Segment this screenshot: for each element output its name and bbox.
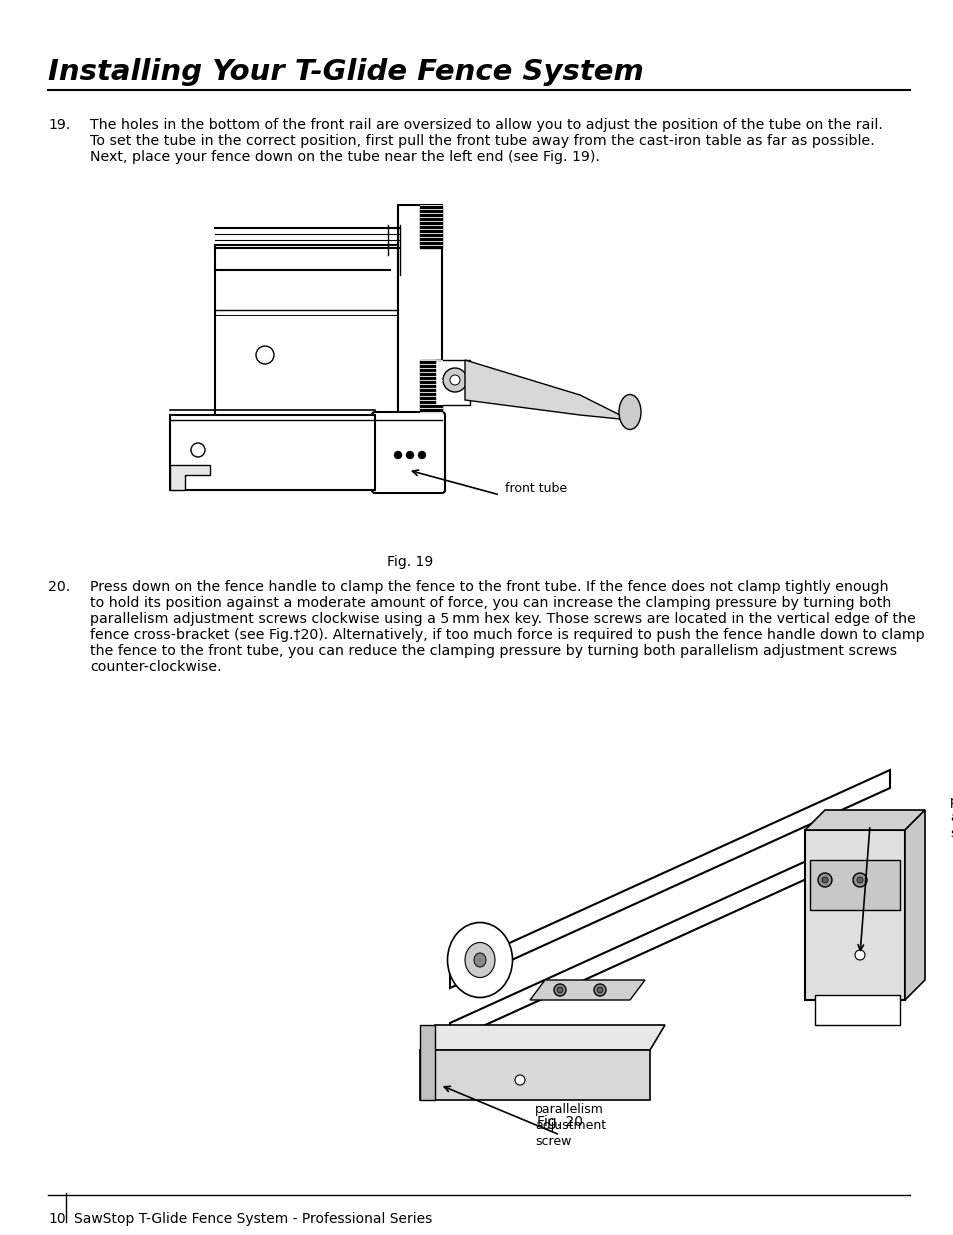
Circle shape — [395, 452, 401, 458]
Circle shape — [856, 877, 862, 883]
Circle shape — [594, 984, 605, 995]
Circle shape — [854, 950, 864, 960]
Text: 20.: 20. — [48, 580, 71, 594]
Polygon shape — [809, 860, 899, 910]
Circle shape — [597, 987, 602, 993]
Polygon shape — [450, 769, 889, 988]
Text: To set the tube in the correct position, first pull the front tube away from the: To set the tube in the correct position,… — [90, 135, 874, 148]
Text: fence cross-bracket (see Fig.†20). Alternatively, if too much force is required : fence cross-bracket (see Fig.†20). Alter… — [90, 629, 923, 642]
Text: SawStop T-Glide Fence System - Professional Series: SawStop T-Glide Fence System - Professio… — [74, 1212, 432, 1226]
Circle shape — [450, 375, 459, 385]
Text: counter-clockwise.: counter-clockwise. — [90, 659, 221, 674]
Text: 10: 10 — [48, 1212, 66, 1226]
Polygon shape — [419, 1025, 664, 1050]
Circle shape — [442, 368, 467, 391]
Polygon shape — [419, 1025, 435, 1100]
Ellipse shape — [618, 394, 640, 430]
Text: Press down on the fence handle to clamp the fence to the front tube. If the fenc: Press down on the fence handle to clamp … — [90, 580, 887, 594]
Text: Next, place your fence down on the tube near the left end (see Fig. 19).: Next, place your fence down on the tube … — [90, 149, 599, 164]
Bar — [214, 245, 397, 430]
Bar — [419, 359, 441, 415]
Bar — [419, 205, 441, 248]
Text: parallelism
adjustment
screw: parallelism adjustment screw — [535, 1103, 605, 1149]
Bar — [170, 415, 375, 490]
Circle shape — [515, 1074, 524, 1086]
Circle shape — [191, 443, 205, 457]
Circle shape — [406, 452, 413, 458]
Polygon shape — [170, 466, 210, 490]
Ellipse shape — [474, 953, 485, 967]
Text: the fence to the front tube, you can reduce the clamping pressure by turning bot: the fence to the front tube, you can red… — [90, 643, 896, 658]
Polygon shape — [804, 830, 904, 1000]
Text: to hold its position against a moderate amount of force, you can increase the cl: to hold its position against a moderate … — [90, 597, 890, 610]
Circle shape — [255, 346, 274, 364]
Circle shape — [554, 984, 565, 995]
Polygon shape — [450, 823, 889, 1041]
Text: parallelism adjustment screws clockwise using a 5 mm hex key. Those screws are l: parallelism adjustment screws clockwise … — [90, 613, 915, 626]
Text: front tube: front tube — [504, 482, 566, 494]
Polygon shape — [904, 810, 924, 1000]
Polygon shape — [419, 1050, 649, 1100]
Circle shape — [557, 987, 562, 993]
Circle shape — [418, 452, 425, 458]
Text: Fig. 19: Fig. 19 — [387, 555, 433, 569]
Text: Fig. 20: Fig. 20 — [537, 1115, 582, 1129]
Text: Installing Your T-Glide Fence System: Installing Your T-Glide Fence System — [48, 58, 643, 86]
Text: The holes in the bottom of the front rail are oversized to allow you to adjust t: The holes in the bottom of the front rai… — [90, 119, 882, 132]
Circle shape — [817, 873, 831, 887]
Circle shape — [821, 877, 827, 883]
Polygon shape — [464, 359, 629, 420]
Text: 19.: 19. — [48, 119, 71, 132]
FancyBboxPatch shape — [372, 412, 444, 493]
Ellipse shape — [464, 942, 495, 977]
Bar — [435, 359, 470, 405]
Text: parallelism
adjustment
screw: parallelism adjustment screw — [949, 795, 953, 840]
Polygon shape — [530, 981, 644, 1000]
Ellipse shape — [447, 923, 512, 998]
Polygon shape — [814, 995, 899, 1025]
Polygon shape — [804, 810, 924, 830]
Circle shape — [852, 873, 866, 887]
Bar — [397, 205, 441, 490]
